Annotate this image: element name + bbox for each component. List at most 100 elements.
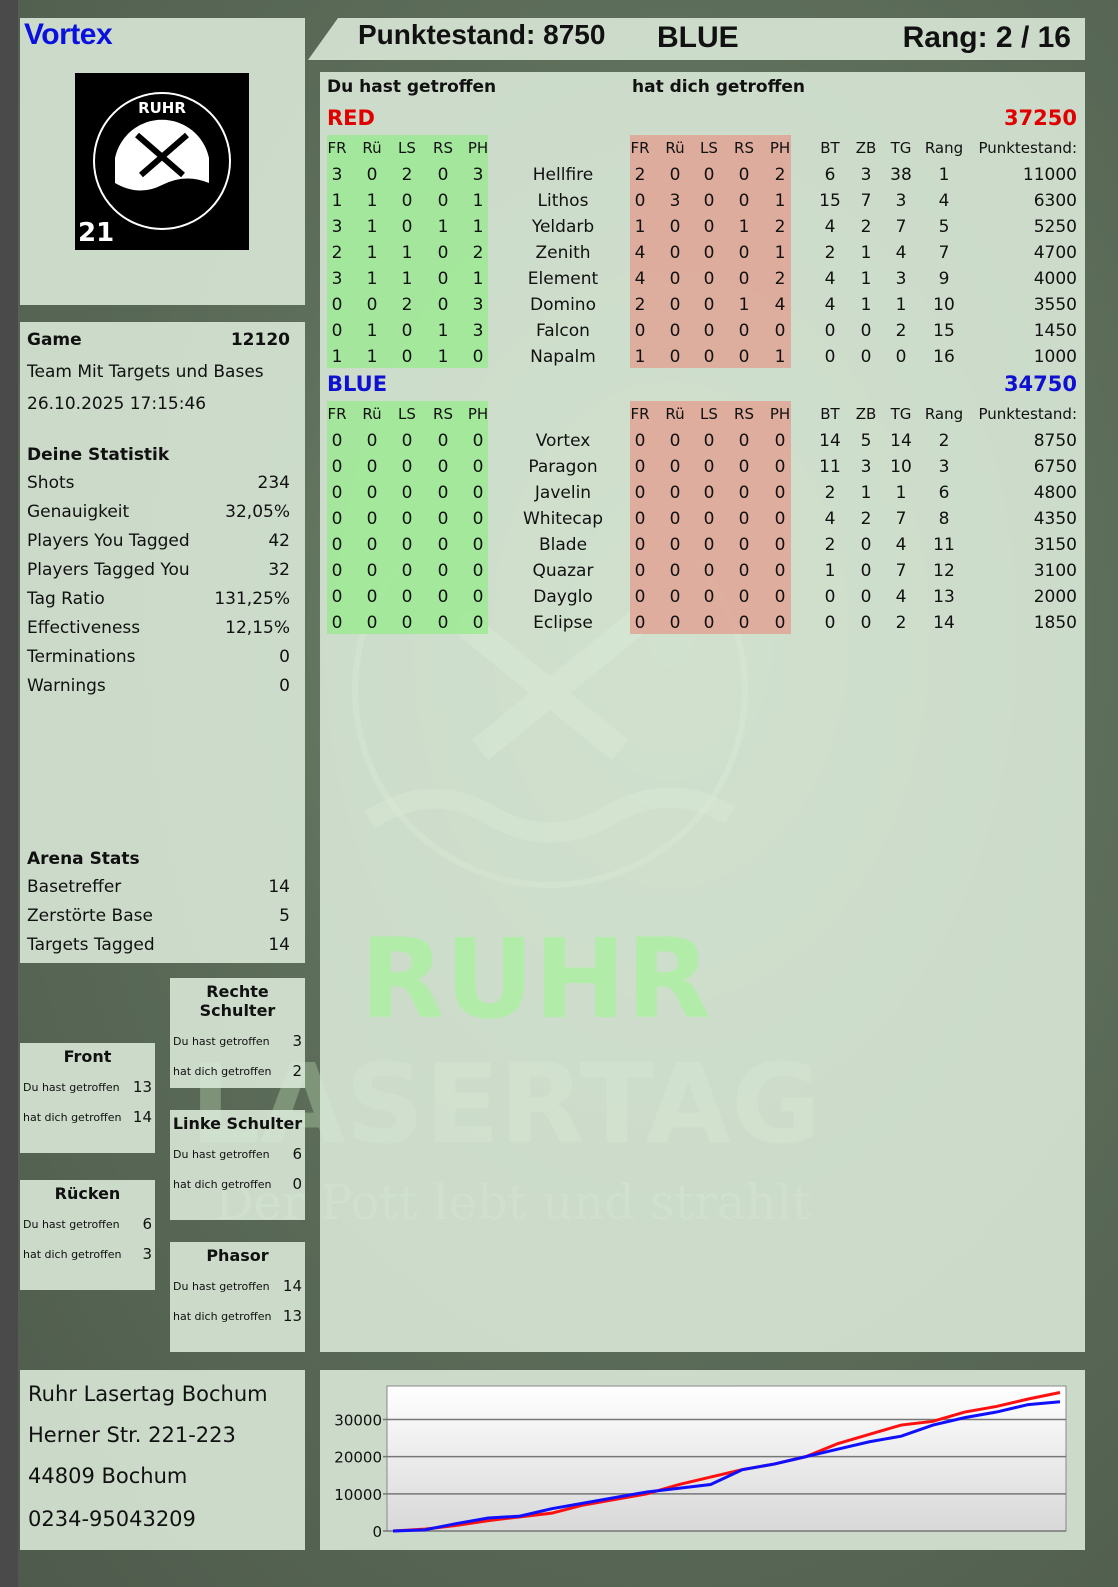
hits-taken-cell: 1 xyxy=(774,347,786,367)
table-row: 0 0 0 0 0 Eclipse 0 0 0 0 0 0 0 2 14 1850 xyxy=(320,613,1085,639)
hits-taken-cell: 1 xyxy=(634,217,646,237)
hits-given-cell: 0 xyxy=(401,457,413,477)
stat-label: Shots xyxy=(27,473,75,493)
stat-value: 32,05% xyxy=(225,502,290,522)
hits-taken-cell: 0 xyxy=(774,535,786,555)
hits-taken-cell: 1 xyxy=(738,295,750,315)
table-row: 1 1 0 0 1 Lithos 0 3 0 0 1 15 7 3 4 6300 xyxy=(320,191,1085,217)
hits-taken-cell: 2 xyxy=(634,165,646,185)
stat-cell: 0 xyxy=(860,321,872,341)
stat-cell: 1 xyxy=(895,483,907,503)
hits-taken-cell: 0 xyxy=(703,321,715,341)
stat-cell: 1 xyxy=(824,561,836,581)
hits-given-cell: 0 xyxy=(437,483,449,503)
hits-given-cell: 1 xyxy=(437,217,449,237)
hits-taken-cell: 0 xyxy=(774,587,786,607)
player-score: 11000 xyxy=(1022,165,1077,185)
svg-text:21: 21 xyxy=(78,218,114,248)
scoreboard-panel: Du hast getroffen hat dich getroffen RED… xyxy=(320,72,1085,1352)
hits-given-cell: 0 xyxy=(437,165,449,185)
stat-cell: 7 xyxy=(938,243,950,263)
zone-row-value: 6 xyxy=(292,1145,302,1163)
column-header: PH xyxy=(467,405,489,423)
column-header: LS xyxy=(700,139,718,157)
game-panel: Game 12120 Team Mit Targets und Bases 26.… xyxy=(20,322,305,963)
hits-taken-cell: 0 xyxy=(738,587,750,607)
player-name: Lithos xyxy=(537,191,589,211)
hits-taken-cell: 0 xyxy=(703,295,715,315)
phone-number: 0234-95043209 xyxy=(28,1507,196,1531)
hits-taken-cell: 0 xyxy=(774,431,786,451)
hits-given-cell: 0 xyxy=(437,243,449,263)
personal-stats-title: Deine Statistik xyxy=(27,445,170,465)
hits-given-cell: 1 xyxy=(437,347,449,367)
zone-row-value: 2 xyxy=(292,1062,302,1080)
hits-given-cell: 0 xyxy=(331,321,343,341)
stat-cell: 0 xyxy=(860,587,872,607)
column-header: RS xyxy=(433,139,453,157)
zone-row: Du hast getroffen 6 xyxy=(170,1145,305,1163)
hit-zone-front: Front Du hast getroffen 13 hat dich getroff… xyxy=(20,1043,155,1153)
hits-given-cell: 0 xyxy=(472,483,484,503)
address-line: 44809 Bochum xyxy=(28,1464,188,1488)
hits-given-cell: 0 xyxy=(472,431,484,451)
player-score: 4350 xyxy=(1033,509,1077,529)
hit-you-block xyxy=(630,401,791,634)
zone-row-label: Du hast getroffen xyxy=(173,1279,270,1293)
score-chart-panel: 0 10000 20000 30000 xyxy=(320,1370,1085,1550)
hits-given-cell: 1 xyxy=(331,347,343,367)
stat-cell: 1 xyxy=(860,269,872,289)
hits-taken-cell: 4 xyxy=(634,243,646,263)
table-row: 3 1 1 0 1 Element 4 0 0 0 2 4 1 3 9 4000 xyxy=(320,269,1085,295)
stat-value: 0 xyxy=(279,647,290,667)
left-strip xyxy=(0,0,18,1587)
stat-cell: 7 xyxy=(895,509,907,529)
hits-given-cell: 0 xyxy=(401,431,413,451)
hits-taken-cell: 0 xyxy=(669,613,681,633)
stat-cell: 0 xyxy=(860,347,872,367)
stat-cell: 4 xyxy=(895,587,907,607)
hits-taken-cell: 0 xyxy=(669,321,681,341)
hits-taken-cell: 0 xyxy=(669,243,681,263)
stat-cell: 3 xyxy=(895,191,907,211)
hits-given-cell: 3 xyxy=(331,217,343,237)
hits-given-cell: 1 xyxy=(366,321,378,341)
hits-taken-cell: 1 xyxy=(738,217,750,237)
hits-given-cell: 0 xyxy=(437,587,449,607)
hits-taken-cell: 2 xyxy=(774,165,786,185)
game-label: Game xyxy=(27,330,82,350)
hit-zone-rechte-schulter: Rechte Schulter Du hast getroffen 3 hat dic… xyxy=(170,978,305,1088)
hits-taken-cell: 0 xyxy=(634,431,646,451)
hits-given-cell: 0 xyxy=(437,431,449,451)
stat-label: Genauigkeit xyxy=(27,502,130,522)
hits-given-cell: 1 xyxy=(437,321,449,341)
hits-given-cell: 0 xyxy=(437,269,449,289)
hits-taken-cell: 0 xyxy=(774,561,786,581)
hits-given-cell: 0 xyxy=(401,587,413,607)
player-score: 4000 xyxy=(1033,269,1077,289)
hits-given-cell: 1 xyxy=(366,217,378,237)
hits-given-cell: 1 xyxy=(366,269,378,289)
hit-you-block xyxy=(630,135,791,368)
hits-given-cell: 0 xyxy=(366,613,378,633)
hits-taken-cell: 0 xyxy=(738,191,750,211)
column-header: PH xyxy=(467,139,489,157)
column-header: Rü xyxy=(362,405,382,423)
hits-taken-cell: 0 xyxy=(703,587,715,607)
hits-taken-cell: 0 xyxy=(669,165,681,185)
zone-row-label: hat dich getroffen xyxy=(173,1309,272,1323)
hits-given-cell: 0 xyxy=(401,483,413,503)
column-header: Punktestand: xyxy=(978,139,1077,157)
zone-row-value: 6 xyxy=(142,1215,152,1233)
hits-given-cell: 0 xyxy=(401,561,413,581)
hits-given-cell: 0 xyxy=(331,535,343,555)
table-row: 3 0 2 0 3 Hellfire 2 0 0 0 2 6 3 38 1 11000 xyxy=(320,165,1085,191)
column-header: FR xyxy=(327,405,347,423)
column-header: LS xyxy=(398,139,416,157)
stat-label: Effectiveness xyxy=(27,618,141,638)
zone-row-value: 3 xyxy=(142,1245,152,1263)
hits-taken-cell: 3 xyxy=(669,191,681,211)
hits-given-cell: 1 xyxy=(401,269,413,289)
stat-cell: 1 xyxy=(938,165,950,185)
hits-given-cell: 1 xyxy=(472,191,484,211)
